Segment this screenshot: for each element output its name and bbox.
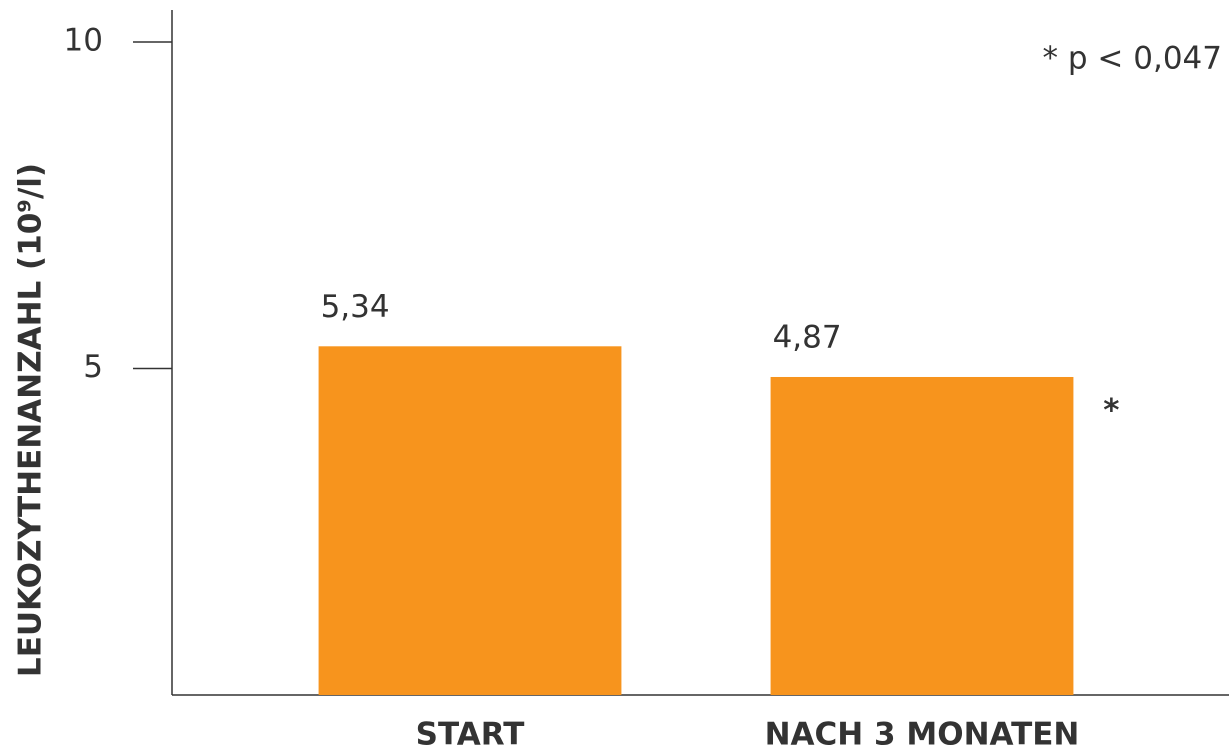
x-tick-label: START: [416, 717, 525, 752]
y-tick-label: 5: [83, 349, 103, 385]
significance-note: * p < 0,047: [1043, 41, 1222, 77]
value-label: 4,87: [773, 319, 842, 355]
bar: [318, 346, 622, 695]
y-axis-label: LEUKOZYTHENANZAHL (10⁹/l): [13, 163, 49, 677]
y-tick-label: 10: [64, 23, 103, 59]
value-label: 5,34: [321, 289, 390, 325]
bar: [770, 376, 1074, 695]
bar-marker: *: [1103, 392, 1119, 428]
x-tick-label: NACH 3 MONATEN: [765, 717, 1080, 752]
